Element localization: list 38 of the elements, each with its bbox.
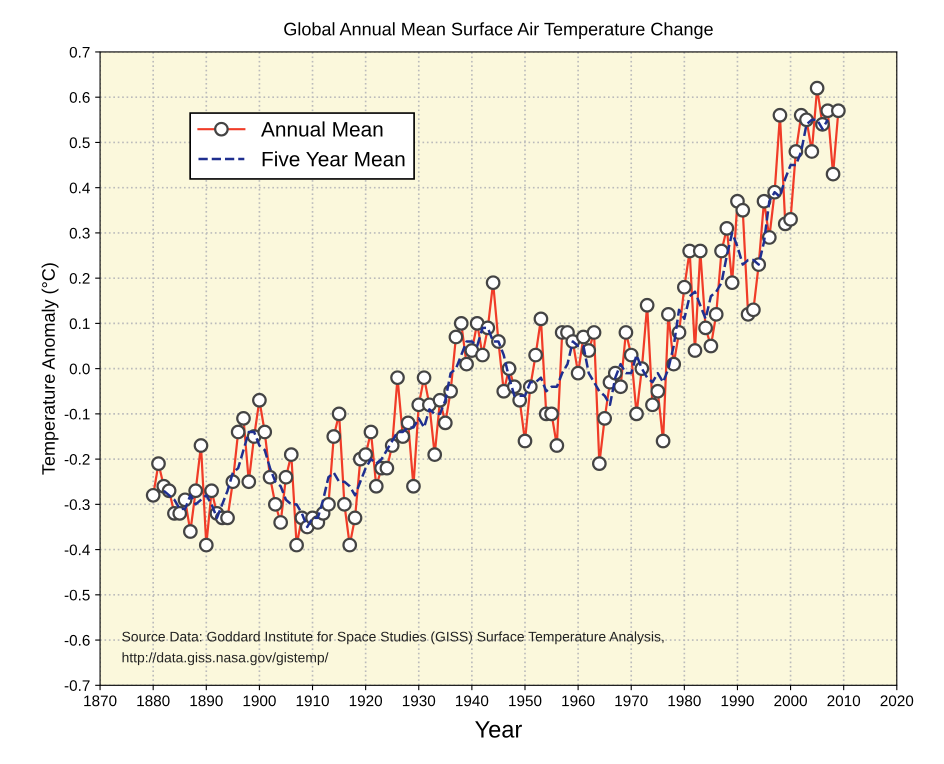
- y-tick-label: 0.4: [70, 182, 90, 194]
- y-tick-label: -0.4: [64, 544, 90, 556]
- chart-title: Global Annual Mean Surface Air Temperature Change: [284, 22, 713, 40]
- x-tick-label: 1950: [509, 695, 542, 706]
- x-axis-title: Year: [475, 721, 522, 738]
- y-tick-label: 0.2: [70, 273, 90, 284]
- x-tick-label: 1910: [296, 695, 329, 706]
- y-tick-label: 0.6: [70, 92, 90, 103]
- y-tick-label: -0.6: [64, 634, 90, 646]
- y-tick-label: 0.0: [70, 364, 90, 374]
- y-tick-label: 0.3: [70, 228, 90, 239]
- legend-label: Annual Mean: [261, 121, 382, 137]
- y-tick-label: -0.5: [64, 590, 90, 601]
- x-tick-label: 2020: [880, 695, 914, 706]
- x-tick-label: 1900: [244, 695, 276, 706]
- x-tick-label: 1890: [190, 695, 223, 706]
- x-tick-label: 1960: [562, 695, 595, 706]
- annotation: Source Data: Goddard Institute for Space Studies (GISS) Surface Temperature Analysis,: [122, 631, 664, 644]
- y-axis-title: Temperature Anomaly (°C): [42, 263, 58, 475]
- x-tick-label: 1990: [722, 695, 754, 706]
- legend-label: Five Year Mean: [262, 151, 404, 167]
- x-tick-label: 2010: [827, 695, 860, 706]
- x-tick-label: 1880: [137, 695, 170, 706]
- x-tick-label: 1930: [402, 695, 436, 706]
- x-tick-label: 1970: [615, 695, 648, 706]
- y-tick-label: -0.1: [64, 408, 90, 420]
- x-tick-label: 1920: [350, 695, 382, 706]
- y-tick-label: -0.2: [64, 454, 90, 465]
- y-tick-label: 0.7: [70, 46, 90, 58]
- x-tick-label: 1940: [456, 695, 488, 706]
- x-tick-label: 1980: [668, 695, 701, 706]
- y-tick-label: 0.5: [70, 137, 90, 148]
- y-tick-label: -0.3: [64, 499, 90, 510]
- y-tick-label: -0.7: [64, 680, 90, 691]
- y-tick-label: 0.1: [70, 318, 90, 330]
- x-tick-label: 1870: [84, 695, 116, 706]
- annotation: http://data.giss.nasa.gov/gistemp/: [122, 652, 328, 666]
- x-tick-label: 2000: [774, 695, 807, 706]
